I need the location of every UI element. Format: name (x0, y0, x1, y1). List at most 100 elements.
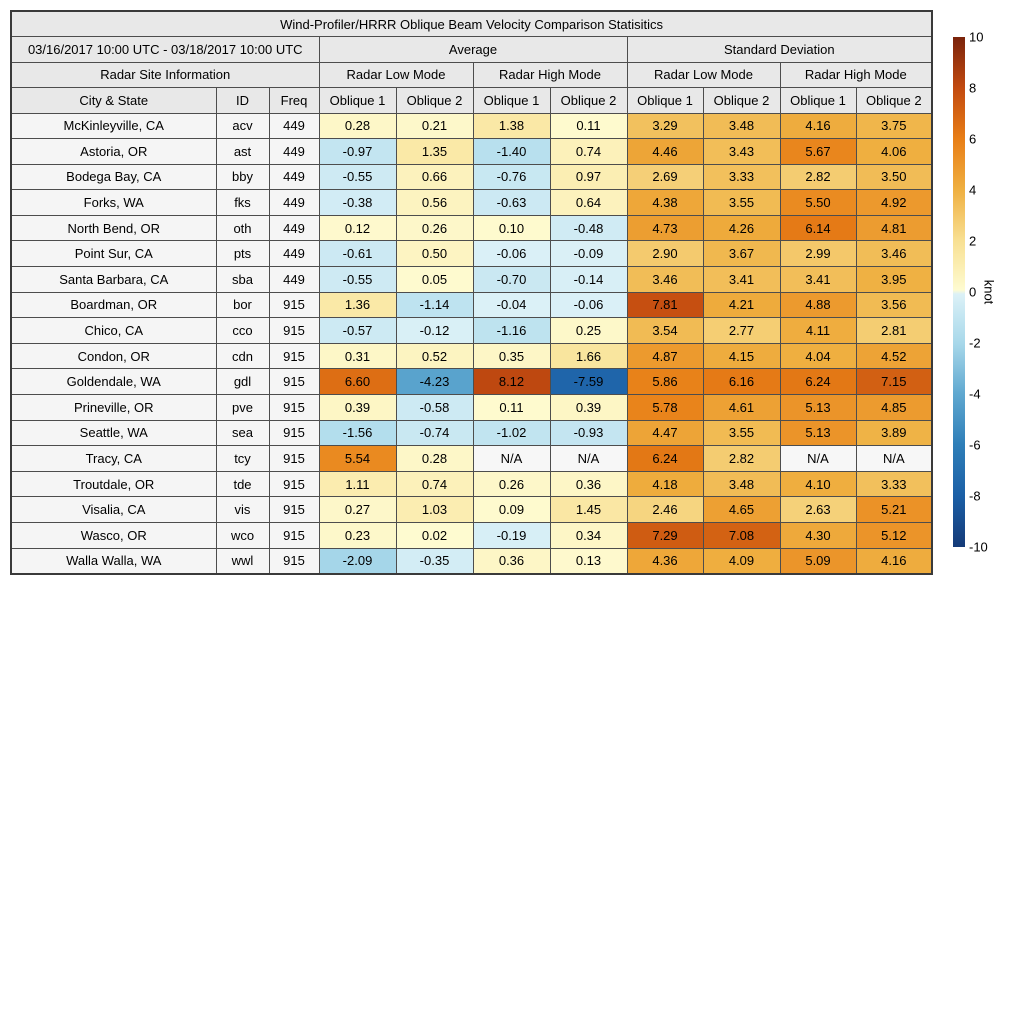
value-cell: 5.78 (626, 394, 704, 421)
value-cell: 0.39 (549, 394, 628, 421)
value-cell: 0.02 (395, 522, 474, 549)
colorbar-tick-label: -2 (969, 335, 981, 351)
table-row: Point Sur, CA pts 449 -0.61 0.50 -0.06 -0.09 2.… (10, 240, 933, 268)
mode-header-avg-high: Radar High Mode (472, 61, 628, 88)
col-header-oblique: Oblique 2 (549, 87, 628, 114)
freq-cell: 915 (268, 470, 320, 498)
freq-cell: 915 (268, 394, 320, 421)
city-cell: Walla Walla, WA (10, 547, 217, 575)
value-cell: 5.86 (626, 368, 704, 396)
table-row: Prineville, OR pve 915 0.39 -0.58 0.11 0.39 5.7… (10, 394, 933, 421)
freq-cell: 915 (268, 547, 320, 575)
value-cell: -0.09 (549, 240, 628, 268)
freq-cell: 449 (268, 240, 320, 268)
value-cell: 3.55 (702, 419, 781, 447)
value-cell: 3.46 (626, 266, 704, 293)
freq-cell: 915 (268, 368, 320, 396)
value-cell: -0.38 (318, 189, 397, 216)
value-cell: 5.21 (855, 496, 933, 523)
value-cell: 0.12 (318, 214, 397, 242)
value-cell: 4.26 (702, 214, 781, 242)
title-row: Wind-Profiler/HRRR Oblique Beam Velocity… (10, 10, 933, 37)
mode-header-row: Radar Site Information Radar Low Mode Ra… (10, 61, 933, 88)
value-cell: 4.15 (702, 342, 781, 370)
value-cell: 5.13 (779, 394, 857, 421)
colorbar-tick-label: -8 (969, 488, 981, 504)
freq-cell: 915 (268, 419, 320, 447)
value-cell: 4.81 (855, 214, 933, 242)
value-cell: -0.55 (318, 266, 397, 293)
value-cell: 1.38 (472, 112, 551, 140)
column-header-row: City & State ID Freq Oblique 1 Oblique 2… (10, 87, 933, 114)
value-cell: -0.12 (395, 317, 474, 344)
col-header-oblique: Oblique 1 (779, 87, 857, 114)
table-row: Goldendale, WA gdl 915 6.60 -4.23 8.12 -7.59 5.… (10, 368, 933, 396)
colorbar-tick-label: -6 (969, 437, 981, 453)
value-cell: 4.16 (779, 112, 857, 140)
value-cell: 0.74 (549, 138, 628, 165)
colorbar-tick-label: -4 (969, 386, 981, 402)
city-cell: Bodega Bay, CA (10, 163, 217, 191)
id-cell: cco (215, 317, 270, 344)
date-range: 03/16/2017 10:00 UTC - 03/18/2017 10:00 … (10, 36, 320, 63)
value-cell: 4.73 (626, 214, 704, 242)
value-cell: 4.92 (855, 189, 933, 216)
id-cell: bor (215, 291, 270, 319)
table-title: Wind-Profiler/HRRR Oblique Beam Velocity… (10, 10, 933, 37)
value-cell: 2.81 (855, 317, 933, 344)
id-cell: cdn (215, 342, 270, 370)
value-cell: -0.58 (395, 394, 474, 421)
value-cell: 0.66 (395, 163, 474, 191)
freq-cell: 915 (268, 291, 320, 319)
value-cell: -0.55 (318, 163, 397, 191)
table-row: Santa Barbara, CA sba 449 -0.55 0.05 -0.70 -0.… (10, 266, 933, 293)
value-cell: -1.40 (472, 138, 551, 165)
value-cell: 2.90 (626, 240, 704, 268)
table-row: Troutdale, OR tde 915 1.11 0.74 0.26 0.36 4.18 3… (10, 470, 933, 498)
value-cell: 6.24 (626, 445, 704, 472)
table-row: Condon, OR cdn 915 0.31 0.52 0.35 1.66 4.87 4.15… (10, 342, 933, 370)
value-cell: 0.35 (472, 342, 551, 370)
value-cell: 2.63 (779, 496, 857, 523)
value-cell: 5.54 (318, 445, 397, 472)
value-cell: 5.09 (779, 547, 857, 575)
value-cell: 0.25 (549, 317, 628, 344)
value-cell: 0.52 (395, 342, 474, 370)
value-cell: -0.19 (472, 522, 551, 549)
freq-cell: 449 (268, 138, 320, 165)
value-cell: 0.74 (395, 470, 474, 498)
value-cell: 3.67 (702, 240, 781, 268)
city-cell: Goldendale, WA (10, 368, 217, 396)
value-cell: 4.18 (626, 470, 704, 498)
value-cell: 0.56 (395, 189, 474, 216)
id-cell: oth (215, 214, 270, 242)
city-cell: Troutdale, OR (10, 470, 217, 498)
table-row: Seattle, WA sea 915 -1.56 -0.74 -1.02 -0.93 4.4… (10, 419, 933, 447)
table-row: Bodega Bay, CA bby 449 -0.55 0.66 -0.76 0.97 2.… (10, 163, 933, 191)
id-cell: bby (215, 163, 270, 191)
id-cell: sba (215, 266, 270, 293)
value-cell: 6.14 (779, 214, 857, 242)
id-cell: pve (215, 394, 270, 421)
value-cell: 0.21 (395, 112, 474, 140)
table-row: McKinleyville, CA acv 449 0.28 0.21 1.38 0.11 3… (10, 112, 933, 140)
freq-cell: 449 (268, 163, 320, 191)
col-header-oblique: Oblique 2 (855, 87, 933, 114)
city-cell: Chico, CA (10, 317, 217, 344)
value-cell: -0.48 (549, 214, 628, 242)
freq-cell: 449 (268, 266, 320, 293)
value-cell: -0.06 (472, 240, 551, 268)
value-cell: 6.60 (318, 368, 397, 396)
value-cell: -0.97 (318, 138, 397, 165)
value-cell: 0.23 (318, 522, 397, 549)
value-cell: 7.29 (626, 522, 704, 549)
value-cell: 5.67 (779, 138, 857, 165)
value-cell: 3.54 (626, 317, 704, 344)
col-header-freq: Freq (268, 87, 320, 114)
city-cell: Point Sur, CA (10, 240, 217, 268)
value-cell: 4.21 (702, 291, 781, 319)
value-cell: 7.81 (626, 291, 704, 319)
group-header-stddev: Standard Deviation (626, 36, 933, 63)
value-cell: -0.74 (395, 419, 474, 447)
